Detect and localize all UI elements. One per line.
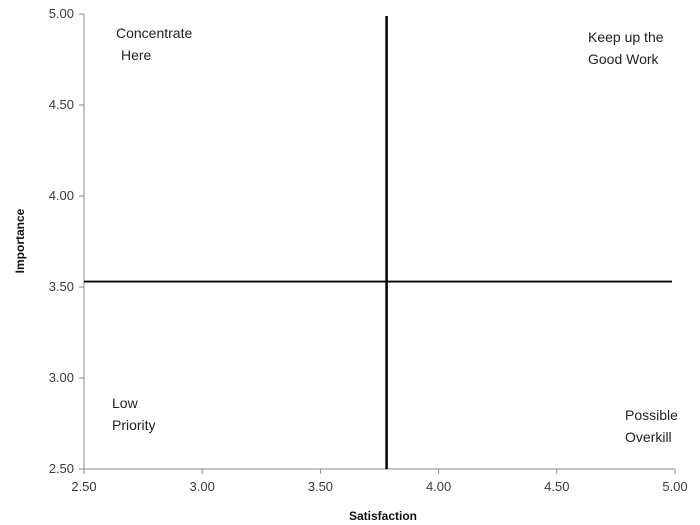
x-tick-label: 5.00	[662, 479, 687, 494]
x-tick-label: 2.50	[71, 479, 96, 494]
x-axis-title: Satisfaction	[349, 509, 417, 523]
quadrant-label-bottom-right: Possible Overkill	[625, 407, 682, 445]
x-tick-label: 4.00	[426, 479, 451, 494]
x-tick-label: 3.50	[308, 479, 333, 494]
y-tick-label: 4.00	[49, 188, 74, 203]
quadrant-dividers	[84, 16, 672, 469]
y-tick-label: 5.00	[49, 6, 74, 21]
y-tick-label: 4.50	[49, 97, 74, 112]
x-tick-label: 3.00	[190, 479, 215, 494]
y-axis: 2.50 3.00 3.50 4.00 4.50 5.00	[49, 6, 85, 476]
y-tick-label: 2.50	[49, 461, 74, 476]
x-axis: 2.50 3.00 3.50 4.00 4.50 5.00	[71, 468, 688, 494]
y-tick-label: 3.00	[49, 370, 74, 385]
quadrant-label-top-left: Concentrate Here	[116, 25, 196, 63]
x-tick-label: 4.50	[544, 479, 569, 494]
quadrant-label-bottom-left: Low Priority	[112, 395, 156, 433]
y-axis-title: Importance	[13, 208, 27, 273]
quadrant-label-top-right: Keep up the Good Work	[588, 29, 667, 67]
y-tick-label: 3.50	[49, 279, 74, 294]
